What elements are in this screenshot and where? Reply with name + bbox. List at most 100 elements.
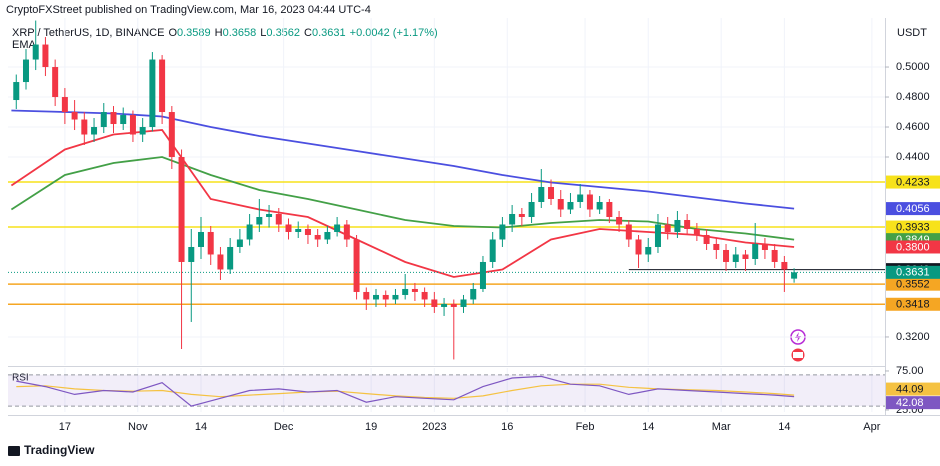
candle-body	[654, 224, 661, 247]
grid	[8, 18, 885, 412]
candle-body	[22, 59, 29, 83]
y-tick-label: 0.4800	[896, 91, 930, 103]
candle-body	[489, 239, 496, 262]
candle-body	[353, 239, 360, 292]
candle-body	[509, 213, 516, 225]
level-tag-bg	[886, 175, 940, 189]
candle-body	[441, 303, 448, 307]
candle-body	[791, 272, 798, 279]
candle-body	[431, 299, 438, 307]
symbol-header: XRP / TetherUS, 1D, BINANCE O0.3589 H0.365…	[12, 27, 438, 39]
y-tick-label: 0.3200	[896, 331, 930, 343]
candle-body	[577, 194, 584, 202]
candle-body	[343, 224, 350, 240]
candle-body	[742, 254, 749, 259]
ohlc-key: H	[215, 27, 223, 39]
x-tick-label: Mar	[712, 421, 731, 433]
y-tick-label: 0.4400	[896, 151, 930, 163]
publisher: CryptoFXStreet published on TradingView.…	[6, 4, 371, 16]
ema-line	[10, 129, 795, 278]
ohlc-change: +0.0042 (+1.17%)	[350, 27, 438, 39]
candle-body	[363, 291, 370, 300]
last-price-tag-bg	[886, 265, 940, 279]
candle-body	[61, 97, 68, 113]
candle-body	[91, 127, 98, 135]
candle-body	[81, 119, 88, 135]
candle-body	[275, 213, 282, 225]
candle-body	[324, 231, 331, 240]
ohlc-key: C	[304, 27, 312, 39]
candle-body	[528, 201, 535, 217]
candles	[13, 20, 798, 360]
candle-body	[674, 219, 681, 232]
candle-body	[71, 112, 78, 120]
candle-body	[159, 59, 166, 113]
candle-body	[207, 231, 214, 255]
x-tick-label: Apr	[863, 421, 880, 433]
candle-body	[664, 224, 671, 232]
candle-body	[178, 157, 185, 262]
last-price-tag: 0.3631	[896, 267, 930, 279]
candle-body	[479, 261, 486, 289]
candle-body	[110, 112, 117, 125]
candle-body	[693, 228, 700, 235]
candle-body	[586, 194, 593, 210]
candle-body	[771, 249, 778, 262]
level-tag-bg	[886, 297, 940, 311]
candle-body	[373, 294, 380, 300]
candle-body	[217, 254, 224, 270]
candle-body	[188, 246, 195, 262]
rsi-tag: 44.09	[896, 383, 924, 395]
candle-body	[538, 187, 545, 202]
candle-body	[392, 294, 399, 300]
candle-body	[421, 291, 428, 300]
level-tag: 0.3933	[896, 221, 930, 233]
candle-body	[129, 115, 136, 135]
rsi-tag: 42.08	[896, 397, 924, 409]
candle-body	[266, 213, 273, 217]
brand: TradingView	[24, 443, 95, 457]
candle-body	[635, 239, 642, 255]
rsi-label: RSI	[12, 373, 29, 384]
y-tick-label: 0.5000	[896, 61, 930, 73]
rsi-line	[16, 375, 795, 407]
ohlc-key: O	[168, 27, 177, 39]
candle-body	[460, 299, 467, 307]
candle-body	[236, 239, 243, 247]
candle-body	[761, 243, 768, 250]
candle-body	[411, 288, 418, 292]
x-tick-label: Feb	[576, 421, 595, 433]
ema-line	[11, 109, 795, 210]
candle-body	[499, 224, 506, 240]
candle-body	[197, 231, 204, 247]
candle-body	[606, 201, 613, 217]
candle-body	[616, 216, 623, 225]
candle-body	[285, 224, 292, 232]
candle-body	[334, 224, 341, 232]
candle-body	[120, 115, 127, 125]
x-tick-label: Nov	[128, 421, 148, 433]
candle-body	[32, 44, 39, 60]
ema-tag-bg	[886, 240, 940, 254]
ohlc-value: 0.3589	[177, 27, 211, 39]
candle-body	[645, 246, 652, 255]
candle-body	[402, 288, 409, 295]
candle-body	[52, 67, 59, 98]
ohlc-value: 0.3631	[312, 27, 346, 39]
x-tick-label: 14	[195, 421, 207, 433]
candle-body	[13, 82, 20, 101]
candle-body	[42, 44, 49, 68]
candle-body	[567, 201, 574, 210]
candle-body	[100, 112, 107, 128]
candle-body	[557, 198, 564, 210]
indicator-label: EMA	[12, 39, 37, 51]
currency: USDT	[897, 27, 927, 39]
rsi-tag-bg	[886, 396, 940, 410]
candle-body	[548, 187, 555, 199]
rsi-tag-bg	[886, 382, 940, 396]
candle-body	[314, 234, 321, 240]
ema-tag-bg	[886, 202, 940, 216]
x-tick-label: 17	[59, 421, 71, 433]
